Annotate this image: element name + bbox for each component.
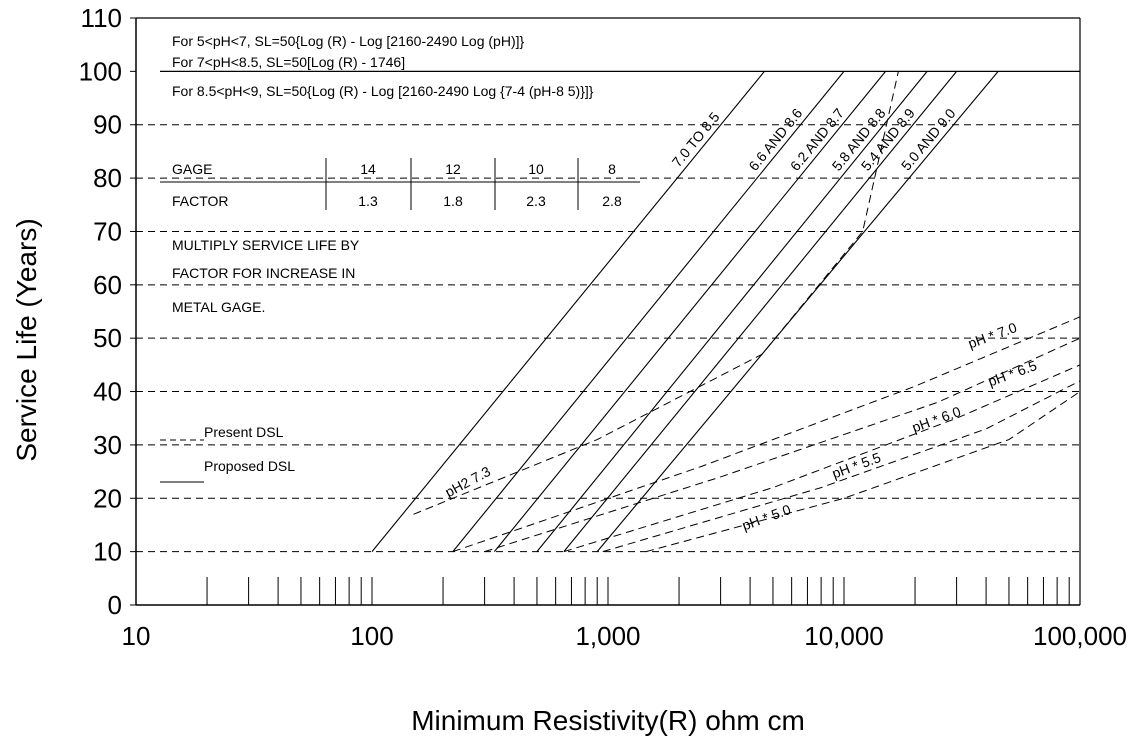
x-tick-label: 10,000	[804, 621, 884, 651]
proposed-line	[493, 71, 886, 552]
present-curve-label: pH * 5.5	[830, 449, 883, 481]
factor-value: 1.3	[358, 193, 378, 209]
present-curve-label: pH * 7.0	[966, 319, 1019, 351]
present-curve	[484, 337, 1081, 553]
legend-present-label: Present DSL	[204, 424, 284, 440]
x-tick-label: 1,000	[575, 621, 640, 651]
factor-value: 2.8	[602, 193, 622, 209]
equation-3: For 8.5<pH<9, SL=50{Log (R) - Log [2160-…	[172, 83, 594, 99]
gage-note: MULTIPLY SERVICE LIFE BY FACTOR FOR INCR…	[172, 237, 360, 315]
note-line: MULTIPLY SERVICE LIFE BY	[172, 237, 360, 253]
y-tick-labels: 0 10 20 30 40 50 60 70 80 90 100 110	[79, 3, 136, 620]
plot-frame	[135, 17, 1081, 606]
x-axis-label: Minimum Resistivity(R) ohm cm	[411, 705, 805, 736]
present-curve	[563, 364, 1081, 553]
factor-value: 2.3	[526, 193, 546, 209]
gage-value: 10	[528, 161, 544, 177]
present-curve-label: pH2 7.3	[442, 463, 493, 500]
present-curve	[645, 391, 1081, 553]
present-curve	[602, 380, 1081, 553]
present-curve	[452, 316, 1081, 553]
legend: Present DSL Proposed DSL	[160, 424, 295, 483]
y-tick-label: 100	[79, 56, 122, 86]
y-tick-label: 70	[93, 216, 122, 246]
legend-proposed-label: Proposed DSL	[204, 458, 295, 474]
present-curve-label: pH * 6.0	[910, 403, 963, 435]
proposed-line	[452, 71, 845, 552]
gage-row-label: GAGE	[172, 161, 212, 177]
proposed-line	[596, 71, 999, 552]
y-tick-label: 90	[93, 110, 122, 140]
factor-row-label: FACTOR	[172, 193, 229, 209]
minor-tick-marks	[206, 577, 1081, 605]
present-dsl-curves: pH2 7.3 pH * 7.0 pH * 6.5 pH * 6.0 pH * 5.5 p…	[413, 71, 1081, 553]
y-tick-label: 110	[81, 3, 122, 33]
gage-value: 8	[608, 161, 616, 177]
y-tick-label: 60	[93, 270, 122, 300]
y-tick-label: 40	[93, 377, 122, 407]
y-tick-label: 80	[93, 163, 122, 193]
note-line: METAL GAGE.	[172, 299, 265, 315]
equation-1: For 5<pH<7, SL=50{Log (R) - Log [2160-24…	[172, 33, 524, 49]
gage-factor-table: GAGE FACTOR 14 12 10 8 1.3 1.8 2.3 2.8	[160, 158, 640, 210]
note-line: FACTOR FOR INCREASE IN	[172, 265, 355, 281]
proposed-line	[563, 71, 958, 552]
equation-2: For 7<pH<8.5, SL=50[Log (R) - 1746]	[172, 54, 405, 70]
x-tick-label: 10	[122, 621, 151, 651]
proposed-line-label: 7.0 TO 8.5	[669, 109, 723, 170]
gage-value: 12	[445, 161, 461, 177]
proposed-line	[371, 71, 765, 552]
y-tick-label: 10	[93, 537, 122, 567]
y-tick-label: 50	[93, 323, 122, 353]
proposed-line	[536, 71, 928, 552]
y-tick-label: 0	[108, 590, 122, 620]
present-curve-label: pH * 5.0	[740, 501, 793, 533]
present-curve-label: pH * 6.5	[986, 357, 1039, 389]
x-tick-label: 100,000	[1033, 621, 1127, 651]
equations-block: For 5<pH<7, SL=50{Log (R) - Log [2160-24…	[172, 33, 594, 99]
y-tick-label: 30	[93, 430, 122, 460]
y-tick-label: 20	[93, 483, 122, 513]
y-axis-label: Service Life (Years)	[11, 218, 42, 461]
x-tick-labels: 10 100 1,000 10,000 100,000	[122, 621, 1127, 651]
x-tick-label: 100	[350, 621, 393, 651]
gage-value: 14	[360, 161, 376, 177]
factor-value: 1.8	[443, 193, 463, 209]
